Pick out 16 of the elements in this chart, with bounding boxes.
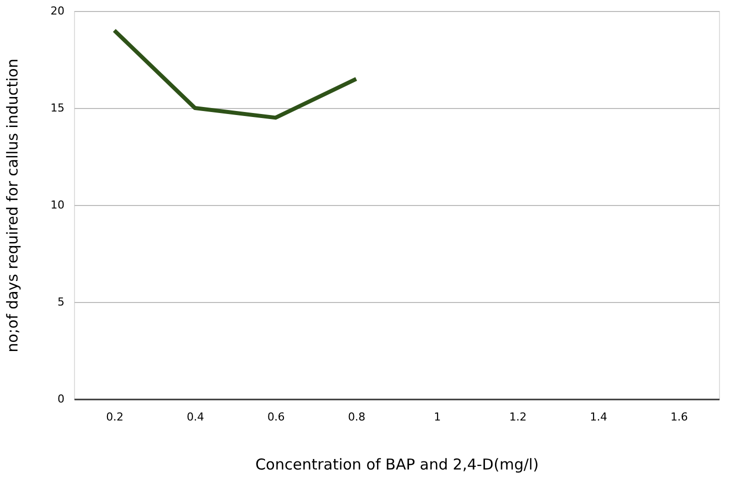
x-tick-label: 1.6 bbox=[670, 410, 688, 424]
y-tick-label: 15 bbox=[50, 102, 64, 114]
x-tick-label: 1.2 bbox=[509, 410, 527, 424]
y-tick-label: 10 bbox=[50, 198, 64, 212]
x-tick-label: 0.6 bbox=[267, 410, 285, 424]
y-tick-label: 0 bbox=[58, 392, 64, 406]
y-tick-label: 5 bbox=[58, 296, 64, 308]
line-series bbox=[112, 28, 358, 120]
y-axis-title: no;of days required for callus induction bbox=[4, 58, 22, 352]
x-tick-label: 0.2 bbox=[106, 410, 124, 424]
x-tick-label: 1 bbox=[434, 410, 441, 424]
x-tick-label: 0.8 bbox=[348, 410, 366, 424]
y-tick-label: 20 bbox=[50, 4, 64, 18]
x-axis-title: Concentration of BAP and 2,4-D(mg/l) bbox=[255, 456, 539, 474]
x-tick-label: 0.4 bbox=[186, 410, 204, 424]
x-tick-label: 1.4 bbox=[590, 410, 608, 424]
